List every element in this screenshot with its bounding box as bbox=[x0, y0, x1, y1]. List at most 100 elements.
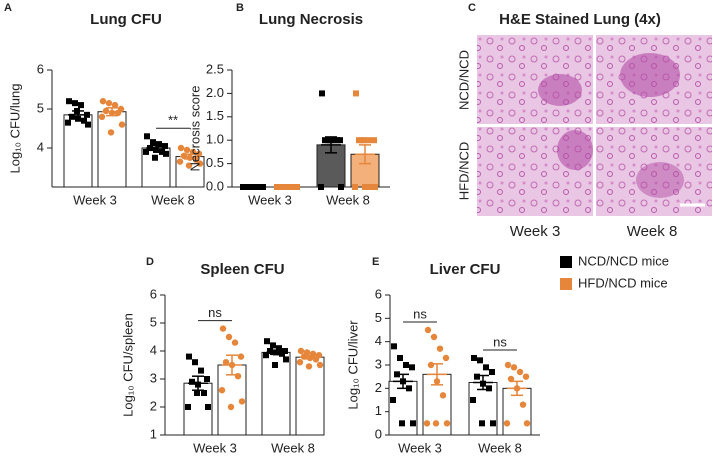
y-tick-label: 6 bbox=[375, 286, 382, 301]
y-tick-label: 6 bbox=[150, 286, 157, 301]
data-point bbox=[107, 129, 115, 136]
chart-title: Liver CFU bbox=[430, 261, 501, 278]
panel-letter: C bbox=[468, 2, 476, 14]
data-point bbox=[427, 361, 435, 369]
data-point bbox=[322, 137, 328, 144]
y-tick-label: 1.0 bbox=[206, 132, 224, 147]
data-point bbox=[486, 385, 492, 392]
data-point bbox=[489, 369, 495, 375]
data-point bbox=[150, 139, 156, 146]
y-tick-label: 0.5 bbox=[206, 155, 224, 170]
y-tick-label: 4 bbox=[375, 333, 382, 348]
chart-title: Lung Necrosis bbox=[259, 11, 363, 28]
bar bbox=[468, 382, 498, 436]
data-point bbox=[99, 98, 107, 105]
bar bbox=[295, 356, 325, 436]
y-tick-label: 6 bbox=[37, 61, 44, 76]
data-point bbox=[516, 368, 524, 376]
significance-label: ns bbox=[413, 306, 427, 321]
data-point bbox=[316, 361, 324, 369]
legend-swatch bbox=[560, 278, 572, 290]
y-tick-label: 1 bbox=[375, 403, 382, 418]
bar bbox=[502, 387, 532, 436]
data-point bbox=[177, 144, 185, 152]
data-point bbox=[118, 121, 126, 128]
legend-swatch bbox=[560, 256, 572, 268]
y-tick-label: 2.0 bbox=[206, 85, 224, 100]
significance-label: ** bbox=[168, 113, 178, 128]
y-tick-label: 1.5 bbox=[206, 108, 224, 123]
data-point bbox=[143, 148, 149, 155]
data-point bbox=[98, 113, 106, 121]
data-point bbox=[442, 354, 450, 362]
data-point bbox=[222, 359, 230, 366]
data-point bbox=[111, 101, 119, 109]
chart-title: Spleen CFU bbox=[200, 261, 284, 278]
data-point bbox=[192, 156, 200, 163]
data-point bbox=[474, 373, 480, 380]
data-point bbox=[195, 150, 203, 158]
y-tick-label: 4 bbox=[37, 139, 44, 154]
data-point bbox=[283, 356, 289, 363]
data-point bbox=[185, 404, 191, 410]
data-point bbox=[296, 359, 304, 366]
data-point bbox=[353, 90, 359, 97]
x-tick-label: Week 8 bbox=[271, 440, 315, 455]
data-point bbox=[152, 154, 158, 161]
lesion bbox=[636, 162, 684, 198]
data-point bbox=[69, 113, 75, 120]
column-label: Week 3 bbox=[510, 223, 561, 240]
data-point bbox=[334, 137, 340, 144]
data-point bbox=[423, 420, 431, 427]
data-point bbox=[510, 364, 518, 371]
data-point bbox=[436, 345, 444, 352]
panel-letter: B bbox=[236, 2, 244, 14]
y-tick-label: 5 bbox=[37, 100, 44, 115]
data-point bbox=[231, 339, 239, 346]
data-point bbox=[156, 141, 162, 148]
data-point bbox=[361, 137, 367, 144]
panel-letter: D bbox=[146, 256, 154, 268]
data-point bbox=[504, 361, 512, 369]
data-point bbox=[219, 325, 227, 332]
data-point bbox=[490, 420, 496, 427]
data-point bbox=[144, 133, 150, 140]
data-point bbox=[470, 397, 476, 403]
x-tick-label: Week 3 bbox=[248, 192, 292, 207]
data-point bbox=[189, 378, 195, 385]
y-tick-label: 0 bbox=[375, 426, 382, 441]
y-tick-label: 5 bbox=[375, 310, 382, 325]
data-point bbox=[319, 90, 325, 97]
data-point bbox=[430, 333, 438, 341]
y-tick-label: 1 bbox=[150, 426, 157, 441]
y-tick-label: 4 bbox=[150, 342, 157, 357]
data-point bbox=[276, 345, 282, 352]
data-point bbox=[102, 107, 110, 115]
data-point bbox=[225, 333, 233, 341]
data-point bbox=[66, 98, 72, 105]
y-tick-label: 3 bbox=[375, 356, 382, 371]
data-point bbox=[390, 397, 396, 403]
data-point bbox=[65, 119, 71, 126]
bar bbox=[388, 380, 418, 436]
image-panel: C H&E Stained Lung (4x) NCD/NCD HFD/NCD … bbox=[456, 2, 712, 240]
legend-label: NCD/NCD mice bbox=[578, 253, 669, 268]
data-point bbox=[391, 343, 397, 350]
data-point bbox=[205, 404, 211, 410]
legend-label: HFD/NCD mice bbox=[578, 275, 668, 290]
data-point bbox=[227, 403, 235, 411]
data-point bbox=[163, 150, 169, 157]
data-point bbox=[399, 420, 405, 427]
data-point bbox=[356, 137, 362, 144]
data-point bbox=[198, 367, 204, 374]
data-point bbox=[432, 420, 440, 427]
data-point bbox=[371, 137, 377, 144]
x-tick-label: Week 8 bbox=[326, 192, 370, 207]
data-point bbox=[105, 99, 113, 107]
data-point bbox=[305, 363, 313, 370]
row-label: NCD/NCD bbox=[456, 50, 471, 110]
data-point bbox=[368, 184, 374, 190]
panel-letter: A bbox=[4, 2, 12, 14]
data-point bbox=[192, 359, 198, 366]
data-point bbox=[78, 102, 84, 109]
